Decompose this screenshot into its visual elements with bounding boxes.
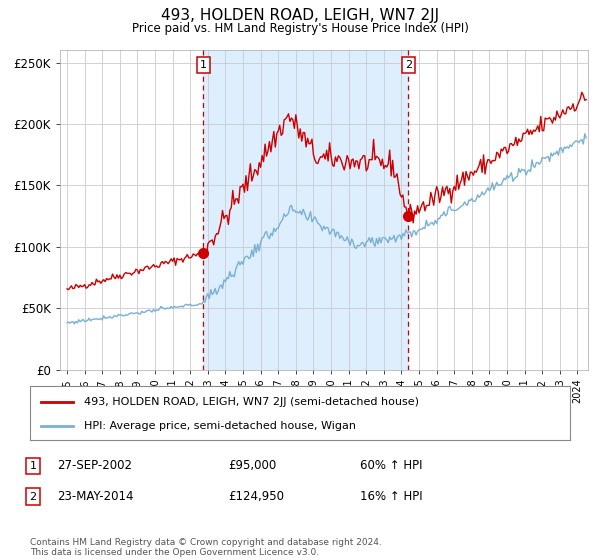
Text: 2: 2 xyxy=(405,60,412,70)
Text: 2: 2 xyxy=(29,492,37,502)
Text: 16% ↑ HPI: 16% ↑ HPI xyxy=(360,490,422,503)
Text: 493, HOLDEN ROAD, LEIGH, WN7 2JJ (semi-detached house): 493, HOLDEN ROAD, LEIGH, WN7 2JJ (semi-d… xyxy=(84,398,419,407)
Text: £95,000: £95,000 xyxy=(228,459,276,473)
Text: HPI: Average price, semi-detached house, Wigan: HPI: Average price, semi-detached house,… xyxy=(84,421,356,431)
Text: Contains HM Land Registry data © Crown copyright and database right 2024.
This d: Contains HM Land Registry data © Crown c… xyxy=(30,538,382,557)
Text: 60% ↑ HPI: 60% ↑ HPI xyxy=(360,459,422,473)
Text: 27-SEP-2002: 27-SEP-2002 xyxy=(57,459,132,473)
Bar xyxy=(203,50,409,370)
Text: 1: 1 xyxy=(29,461,37,471)
Text: £124,950: £124,950 xyxy=(228,490,284,503)
Text: 1: 1 xyxy=(200,60,207,70)
Text: 493, HOLDEN ROAD, LEIGH, WN7 2JJ: 493, HOLDEN ROAD, LEIGH, WN7 2JJ xyxy=(161,8,439,24)
Text: 23-MAY-2014: 23-MAY-2014 xyxy=(57,490,133,503)
Text: Price paid vs. HM Land Registry's House Price Index (HPI): Price paid vs. HM Land Registry's House … xyxy=(131,22,469,35)
